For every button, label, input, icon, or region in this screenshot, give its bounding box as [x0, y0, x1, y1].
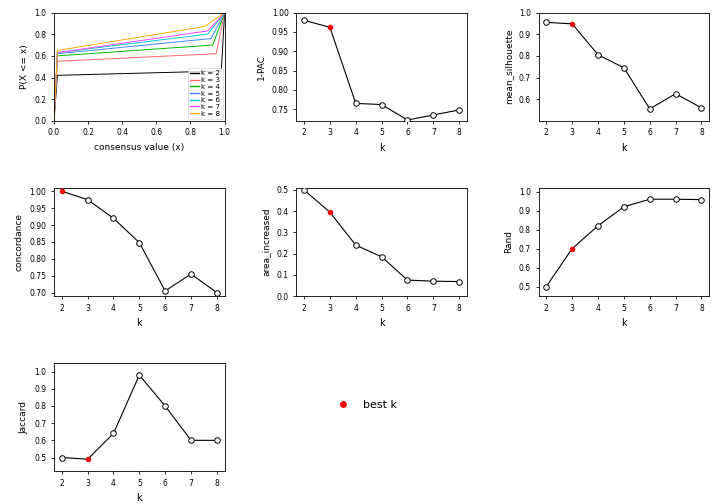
X-axis label: k: k: [137, 318, 142, 328]
Legend: k = 2, k = 3, k = 4, k = 5, k = 6, k = 7, k = 8: k = 2, k = 3, k = 4, k = 5, k = 6, k = 7…: [188, 69, 222, 118]
Y-axis label: area_increased: area_increased: [262, 208, 271, 276]
Y-axis label: Rand: Rand: [504, 230, 513, 254]
X-axis label: k: k: [379, 143, 384, 153]
X-axis label: k: k: [621, 318, 626, 328]
X-axis label: k: k: [379, 318, 384, 328]
Y-axis label: P(X <= x): P(X <= x): [19, 44, 29, 89]
Y-axis label: concordance: concordance: [15, 213, 24, 271]
Y-axis label: 1-PAC: 1-PAC: [257, 54, 266, 80]
Legend: best k: best k: [328, 396, 402, 415]
X-axis label: consensus value (x): consensus value (x): [94, 143, 184, 152]
Y-axis label: Jaccard: Jaccard: [19, 401, 29, 433]
X-axis label: k: k: [621, 143, 626, 153]
X-axis label: k: k: [137, 493, 142, 503]
Y-axis label: mean_silhouette: mean_silhouette: [504, 29, 513, 104]
